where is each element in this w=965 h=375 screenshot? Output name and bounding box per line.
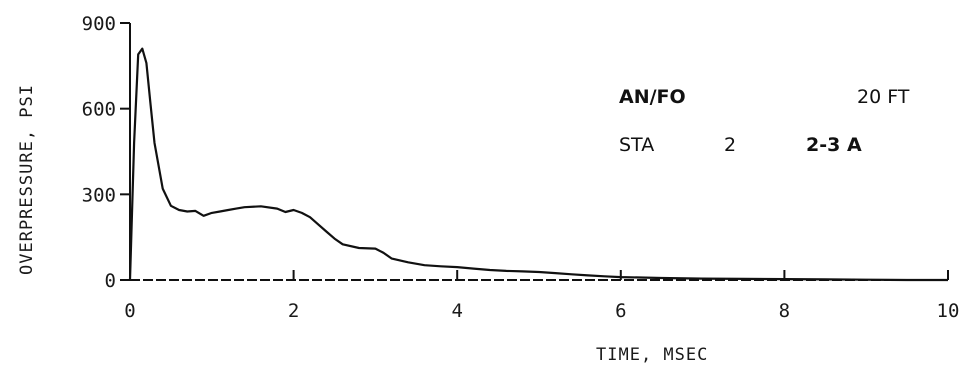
x-tick-label: 6 [615, 300, 626, 322]
annotation-station-label: STA [619, 134, 654, 156]
series-line-overpressure [128, 47, 948, 282]
x-tick-label: 8 [779, 300, 790, 322]
annotation-station-2: 2-3 A [806, 134, 862, 156]
y-ticks: 0 300 600 900 [82, 13, 130, 292]
annotation-distance: 20 FT [857, 86, 910, 108]
annotation-station-1: 2 [724, 134, 736, 156]
y-tick-label: 900 [82, 13, 116, 35]
y-tick-label: 300 [82, 184, 116, 206]
x-tick-label: 4 [451, 300, 462, 322]
y-tick-label: 600 [82, 99, 116, 121]
annotation-charge: AN/FO [619, 86, 686, 108]
x-tick-label: 0 [124, 300, 135, 322]
x-axis-title: TIME, MSEC [596, 345, 708, 365]
y-axis-title: OVERPRESSURE, PSI [17, 84, 37, 275]
x-ticks: 0 2 4 6 8 10 [124, 270, 959, 322]
x-tick-label: 10 [937, 300, 960, 322]
y-tick-label: 0 [105, 270, 116, 292]
x-tick-label: 2 [288, 300, 299, 322]
